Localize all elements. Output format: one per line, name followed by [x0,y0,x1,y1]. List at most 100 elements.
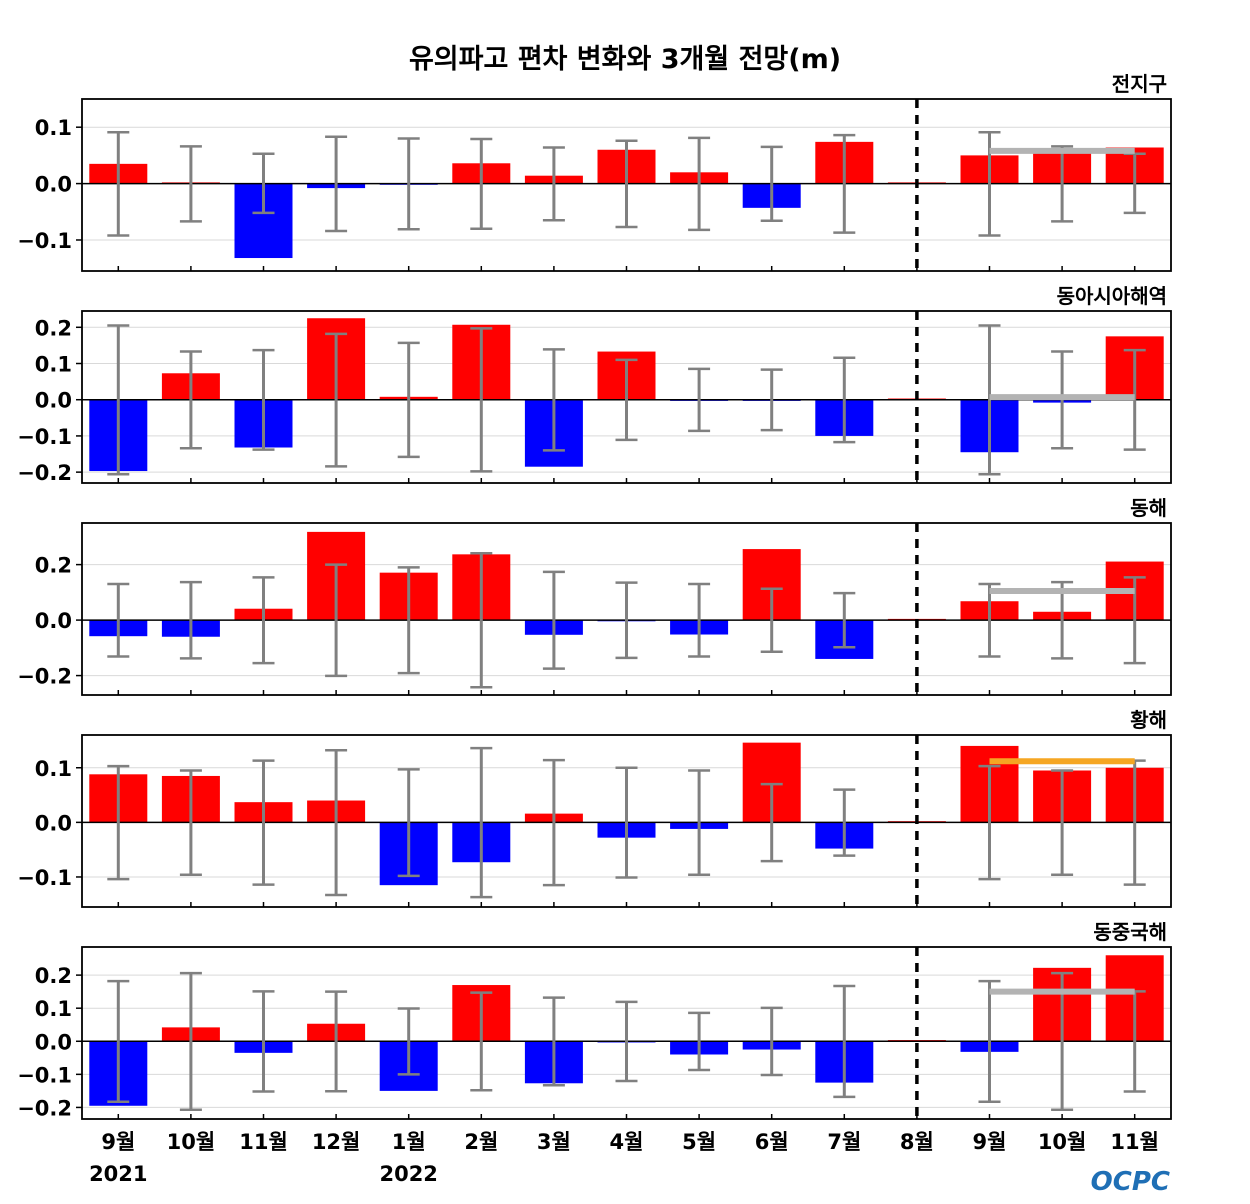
y-tick-label: 0.0 [35,609,72,633]
error-bar [325,332,348,468]
error-bar [833,984,856,1099]
x-tick-label: 6월 [755,1130,789,1154]
error-bar [760,782,783,863]
error-bar [470,137,493,230]
x-tick-label: 4월 [610,1130,644,1154]
error-bar [107,582,130,658]
error-bar [1051,145,1074,223]
chart-panels: 전지구 −0.1 0.0 0.1 동아시아해역 −0.2 −0.1 0.0 0.1 0.2 동해 −0… [17,72,1172,1120]
ocpc-logo: OCPC [1091,1167,1170,1197]
error-bar [615,581,638,660]
y-tick-label: 0.0 [35,173,72,197]
x-tick-label: 12월 [312,1130,361,1154]
y-tick-label: 0.0 [35,1030,72,1054]
x-tick-label: 3월 [537,1130,571,1154]
error-bar [978,582,1001,658]
error-bar [397,768,420,878]
x-tick-label: 2월 [464,1130,498,1154]
region-label: 동중국해 [1093,920,1167,944]
error-bar [1051,971,1074,1111]
region-label: 황해 [1130,708,1167,732]
y-tick-label: −0.2 [17,461,72,485]
panel-2: 동아시아해역 −0.2 −0.1 0.0 0.1 0.2 [17,284,1172,485]
y-tick-label: 0.2 [35,554,72,578]
error-bar [325,135,348,233]
panel-1: 전지구 −0.1 0.0 0.1 [17,72,1172,272]
y-tick-label: −0.1 [17,229,72,253]
x-tick-label: 11월 [239,1130,288,1154]
error-bar [542,570,565,670]
error-bar [615,358,638,442]
error-bar [179,350,202,450]
x-tick-label: 7월 [827,1130,861,1154]
region-label: 전지구 [1112,72,1167,96]
y-tick-label: 0.1 [35,757,72,781]
error-bar [615,1000,638,1083]
error-bar [470,327,493,473]
error-bar [833,356,856,444]
error-bar [615,766,638,879]
panel-5: 동중국해 −0.2 −0.1 0.0 0.1 0.2 [17,920,1172,1120]
panel-4: 황해 −0.1 0.0 0.1 [17,708,1172,908]
error-bar [179,145,202,223]
error-bar [325,990,348,1093]
error-bar [252,348,275,451]
panel-frame [81,310,1172,484]
error-bar [252,576,275,665]
panel-frame [81,522,1172,696]
error-bar [688,367,711,433]
y-tick-label: −0.2 [17,1096,72,1120]
panel-frame [81,98,1172,272]
error-bar [107,131,130,237]
year-label: 2022 [379,1162,437,1186]
error-bar [688,136,711,232]
error-bar [397,341,420,459]
error-bar [833,788,856,857]
error-bar [470,991,493,1092]
x-tick-label: 5월 [682,1130,716,1154]
error-bar [397,137,420,231]
x-tick-label: 9월 [973,1130,1007,1154]
x-tick-label: 8월 [900,1130,934,1154]
x-tick-label: 11월 [1110,1130,1159,1154]
panel-frame [81,734,1172,908]
y-tick-label: −0.1 [17,425,72,449]
region-label: 동해 [1130,496,1167,520]
error-bar [978,764,1001,881]
error-bar [252,152,275,215]
error-bar [470,746,493,899]
error-bar [688,769,711,877]
y-tick-label: 0.1 [35,353,72,377]
x-tick-label: 10월 [167,1130,216,1154]
error-bar [1051,580,1074,660]
error-bar [1051,769,1074,877]
region-label: 동아시아해역 [1057,284,1167,308]
error-bar [397,1007,420,1076]
y-tick-label: 0.2 [35,964,72,988]
y-tick-label: 0.1 [35,997,72,1021]
panel-3: 동해 −0.2 0.0 0.2 [17,496,1172,696]
error-bar [542,758,565,887]
error-bar [252,759,275,886]
error-bar [760,587,783,653]
error-bar [470,551,493,689]
x-axis: 9월 10월 11월 12월 1월 2월 3월 4월 5월 6월 7월 8월 9월 10월 11월 2021 2… [89,1130,1159,1186]
error-bar [760,1006,783,1077]
error-bar [325,749,348,897]
chart-title: 유의파고 편차 변화와 3개월 전망(m) [409,44,841,75]
x-tick-label: 10월 [1038,1130,1087,1154]
y-tick-label: −0.1 [17,866,72,890]
error-bar [760,368,783,432]
error-bar [542,996,565,1087]
error-bar [833,591,856,649]
y-tick-label: −0.2 [17,665,72,689]
error-bar [107,979,130,1104]
error-bar [179,971,202,1111]
year-label: 2021 [89,1162,147,1186]
error-bar [252,990,275,1093]
y-tick-label: 0.1 [35,116,72,140]
error-bar [179,769,202,877]
error-bar [833,133,856,234]
